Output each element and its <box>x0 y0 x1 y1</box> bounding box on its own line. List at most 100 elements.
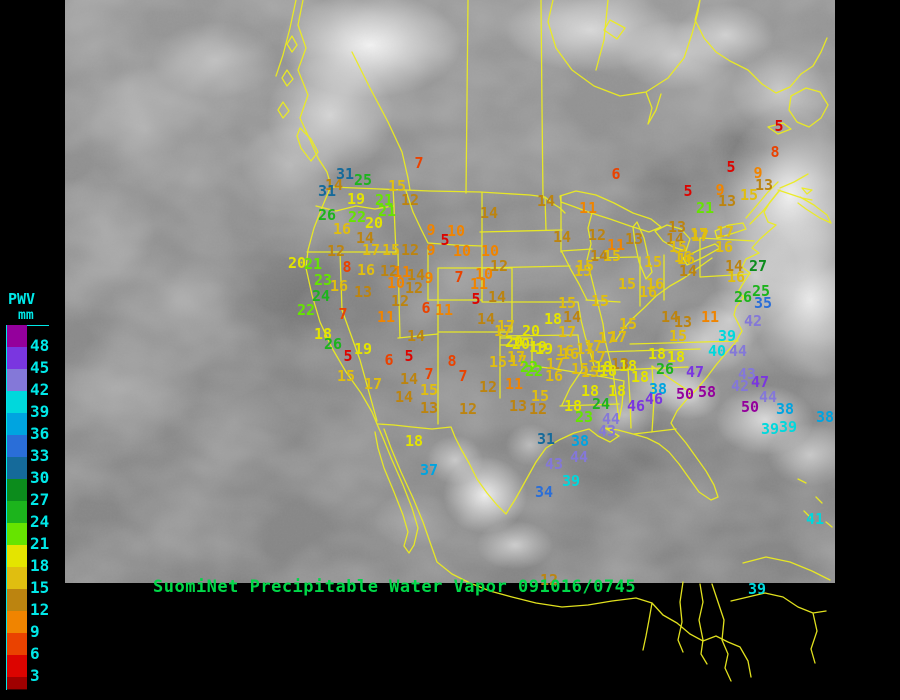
station-value: 20 <box>511 334 531 353</box>
station-value: 43 <box>544 454 564 473</box>
legend-row: 3 <box>7 655 49 685</box>
station-value: 9 <box>426 240 436 259</box>
missouri-river <box>561 251 588 301</box>
station-value: 8 <box>342 257 352 276</box>
station-value: 17 <box>557 322 577 341</box>
station-value: 14 <box>552 227 572 246</box>
legend-row: 45 <box>7 347 49 377</box>
border-alberta-sask <box>465 0 469 194</box>
station-value: 13 <box>610 354 630 373</box>
station-value: 50 <box>740 397 760 416</box>
station-value: 18 <box>593 357 613 376</box>
station-value: 35 <box>753 293 773 312</box>
station-value: 14 <box>487 287 507 306</box>
legend-swatch <box>7 589 27 612</box>
station-value: 15 <box>643 252 663 271</box>
station-value: 8 <box>447 351 457 370</box>
lake-huron <box>654 224 691 252</box>
station-value: 22 <box>524 361 544 380</box>
station-value: 18 <box>666 347 686 366</box>
ohio-river <box>615 257 713 341</box>
legend-swatch <box>7 545 27 568</box>
station-value: 38 <box>775 399 795 418</box>
station-value: 10 <box>452 241 472 260</box>
station-value: 15 <box>590 291 610 310</box>
legend-swatch <box>7 567 27 590</box>
legend-value: 39 <box>30 402 50 421</box>
legend-title: PWV <box>8 290 36 308</box>
station-value: 18 <box>598 361 618 380</box>
station-value: 47 <box>685 362 705 381</box>
station-value: 17 <box>597 328 617 347</box>
station-value: 46 <box>626 396 646 415</box>
station-value: 38 <box>648 379 668 398</box>
station-value: 37 <box>419 460 439 479</box>
station-value: 39 <box>760 419 780 438</box>
station-value: 11 <box>700 307 720 326</box>
station-value: 16 <box>673 247 693 266</box>
station-value: 12 <box>587 225 607 244</box>
station-value: 17 <box>689 224 709 243</box>
station-value: 14 <box>665 229 685 248</box>
legend-value: 45 <box>30 358 50 377</box>
station-value: 20 <box>287 253 307 272</box>
station-value: 17 <box>493 321 513 340</box>
station-value: 44 <box>728 341 748 360</box>
station-value: 5 <box>726 157 736 176</box>
station-value: 11 <box>504 374 524 393</box>
legend-row: 30 <box>7 457 49 487</box>
station-value: 19 <box>534 339 554 358</box>
station-value: 41 <box>805 509 825 528</box>
station-value: 7 <box>458 366 468 385</box>
station-value: 44 <box>601 409 621 428</box>
station-value: 5 <box>774 116 784 135</box>
station-value: 24 <box>591 394 611 413</box>
station-value: 5 <box>440 230 450 249</box>
station-value: 11 <box>469 274 489 293</box>
station-value: 17 <box>583 336 603 355</box>
station-value: 50 <box>675 384 695 403</box>
legend-swatch <box>7 347 27 370</box>
state-borders-plains <box>544 195 638 407</box>
station-value: 14 <box>406 326 426 345</box>
maritimes <box>777 187 832 224</box>
station-value: 15 <box>419 380 439 399</box>
station-value: 18 <box>647 344 667 363</box>
station-value: 16 <box>560 344 580 363</box>
legend-swatch <box>7 479 27 502</box>
station-value: 26 <box>317 205 337 224</box>
station-value: 18 <box>404 431 424 450</box>
border-manitoba-ontario <box>595 0 609 71</box>
legend-row: 48 <box>7 325 49 355</box>
station-value: 18 <box>580 381 600 400</box>
coastline-cuba <box>742 556 831 581</box>
station-value: 25 <box>751 281 771 300</box>
legend-row: 6 <box>7 633 49 663</box>
station-value: 13 <box>754 175 774 194</box>
station-value: 46 <box>644 389 664 408</box>
station-value: 15 <box>617 274 637 293</box>
station-value: 18 <box>313 324 333 343</box>
station-value: 13 <box>353 282 373 301</box>
legend-value: 9 <box>30 622 40 641</box>
station-value: 16 <box>645 274 665 293</box>
station-value: 23 <box>574 407 594 426</box>
station-value: 7 <box>424 364 434 383</box>
station-value: 17 <box>508 351 528 370</box>
station-value: 17 <box>361 240 381 259</box>
border-alaska <box>275 0 297 77</box>
legend-swatch <box>7 655 27 678</box>
station-value: 13 <box>624 229 644 248</box>
station-value: 42 <box>743 311 763 330</box>
legend-value: 21 <box>30 534 50 553</box>
legend-swatch <box>7 413 27 436</box>
station-value: 18 <box>607 381 627 400</box>
station-value: 21 <box>303 254 323 273</box>
station-value: 40 <box>707 341 727 360</box>
station-value: 26 <box>323 334 343 353</box>
station-value: 44 <box>569 447 589 466</box>
station-value: 11 <box>434 300 454 319</box>
station-value: 6 <box>421 298 431 317</box>
station-value: 17 <box>363 374 383 393</box>
